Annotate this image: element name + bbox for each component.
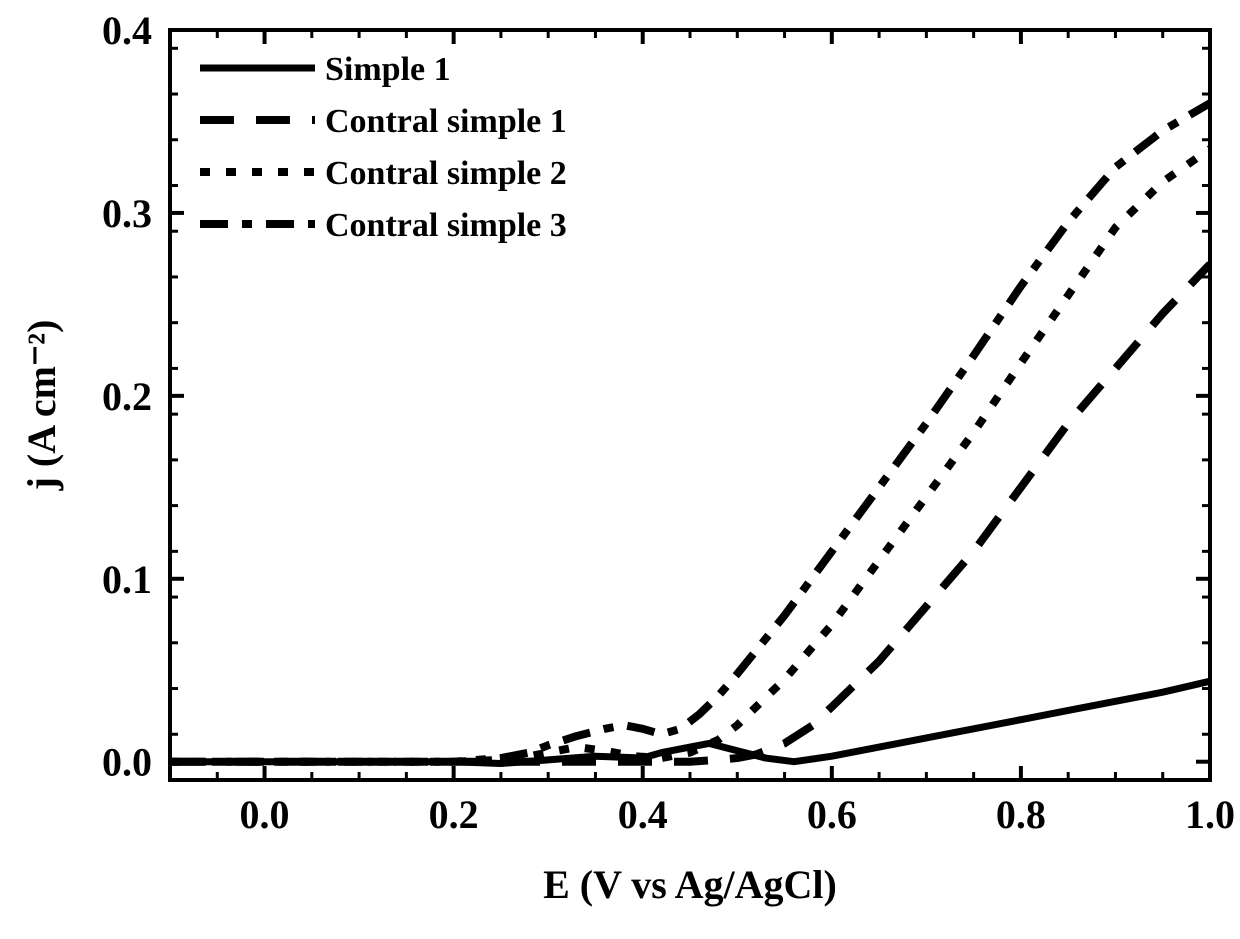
legend-label-0: Simple 1 <box>325 51 451 88</box>
legend-label-1: Contral simple 1 <box>325 103 567 140</box>
x-axis-label: E (V vs Ag/AgCl) <box>543 862 837 907</box>
x-tick-label: 0.0 <box>240 792 290 837</box>
legend-label-2: Contral simple 2 <box>325 155 567 192</box>
line-chart: 0.0 0.2 0.4 0.6 0.8 1.0 0.0 0.1 0.2 0.3 0.4 E (V vs… <box>0 0 1240 939</box>
y-tick-label: 0.0 <box>102 740 152 785</box>
y-tick-label: 0.4 <box>102 8 152 53</box>
x-tick-label: 0.2 <box>429 792 479 837</box>
chart-container: 0.0 0.2 0.4 0.6 0.8 1.0 0.0 0.1 0.2 0.3 0.4 E (V vs… <box>0 0 1240 939</box>
x-tick-label: 0.6 <box>807 792 857 837</box>
x-tick-label: 1.0 <box>1185 792 1235 837</box>
y-tick-label: 0.3 <box>102 191 152 236</box>
y-tick-label: 0.1 <box>102 557 152 602</box>
legend-label-3: Contral simple 3 <box>325 207 567 244</box>
y-tick-label: 0.2 <box>102 374 152 419</box>
x-tick-label: 0.4 <box>618 792 668 837</box>
x-tick-label: 0.8 <box>996 792 1046 837</box>
y-axis-label: j (A cm⁻²) <box>19 320 64 492</box>
